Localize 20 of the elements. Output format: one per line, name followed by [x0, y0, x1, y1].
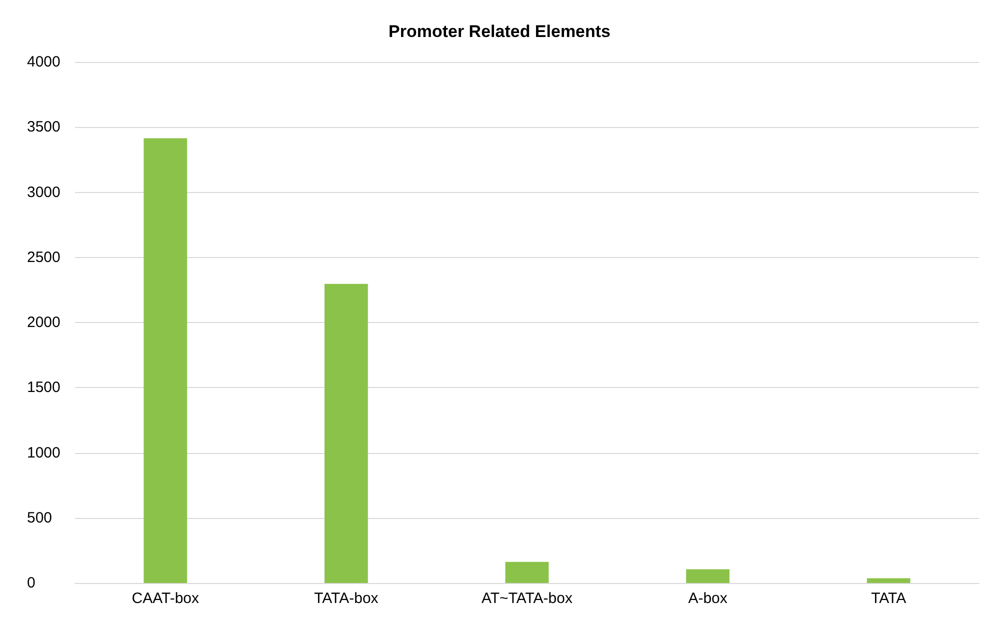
y-tick-label: 3500: [27, 118, 60, 136]
bar: [686, 569, 730, 583]
y-tick-label: 1500: [27, 379, 60, 396]
bar: [866, 578, 910, 583]
y-tick-label: 1000: [27, 444, 60, 462]
y-tick-label: 2500: [27, 248, 60, 266]
x-tick-label: CAAT-box: [132, 590, 200, 607]
x-tick-label: TATA-box: [314, 590, 379, 607]
y-tick-label: 3000: [27, 184, 60, 201]
x-tick-label: TATA: [871, 590, 906, 607]
x-tick-label: A-box: [688, 590, 728, 607]
y-tick-label: 0: [27, 574, 36, 592]
bar: [324, 284, 368, 583]
chart-title: Promoter Related Elements: [388, 22, 611, 41]
bar: [144, 138, 188, 583]
bar: [505, 562, 549, 583]
y-tick-label: 4000: [27, 54, 60, 70]
x-tick-label: AT~TATA-box: [482, 590, 573, 607]
y-tick-label: 2000: [27, 314, 60, 331]
y-tick-label: 500: [27, 509, 52, 526]
